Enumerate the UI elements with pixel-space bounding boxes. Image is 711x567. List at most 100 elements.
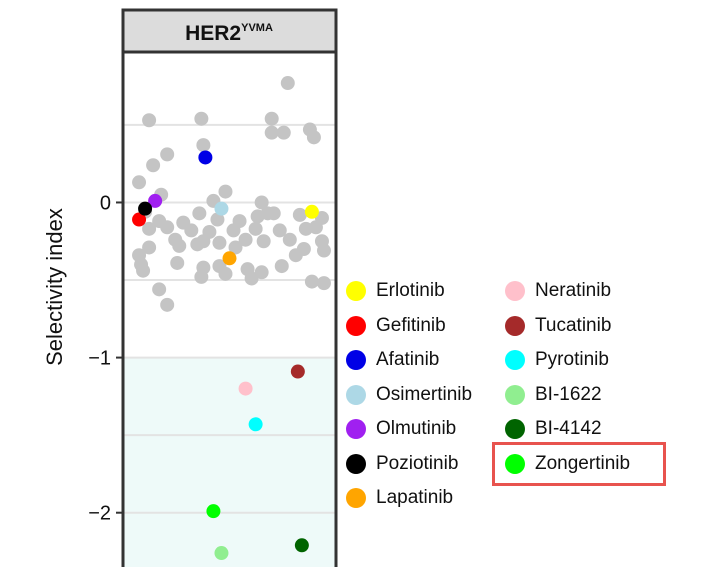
shaded-region xyxy=(123,357,336,567)
data-point-other xyxy=(264,111,279,126)
data-point-other xyxy=(306,130,321,145)
legend-label: BI-1622 xyxy=(535,383,602,405)
legend-item-lapatinib: Lapatinib xyxy=(346,485,453,511)
data-point-other xyxy=(238,232,253,247)
legend-label: Zongertinib xyxy=(535,452,631,474)
legend-label: Erlotinib xyxy=(376,280,445,301)
data-point-zongertinib xyxy=(206,504,221,519)
legend-item-gefitinib: Gefitinib xyxy=(346,313,446,339)
data-point-poziotinib xyxy=(138,201,153,216)
data-point-other xyxy=(184,223,199,238)
y-axis-label: Selectivity index xyxy=(42,208,67,366)
gridlines xyxy=(123,123,336,514)
data-point-other xyxy=(218,184,233,199)
panel-title: HER2YVMA xyxy=(185,22,273,45)
data-point-lapatinib xyxy=(222,251,237,266)
zongertinib-highlight-box xyxy=(492,441,666,486)
data-point-other xyxy=(272,223,287,238)
data-point-other xyxy=(274,259,289,274)
legend-item-bi-4142: BI-4142 xyxy=(505,416,602,442)
legend-swatch xyxy=(505,419,525,439)
data-point-other xyxy=(226,223,241,238)
legend-label: Poziotinib xyxy=(376,452,459,474)
legend-label: Osimertinib xyxy=(376,383,473,405)
data-point-other xyxy=(244,271,259,286)
data-point-other xyxy=(276,125,291,140)
legend-swatch xyxy=(346,419,366,439)
legend-label: BI-4142 xyxy=(535,418,602,439)
legend-label: Afatinib xyxy=(376,349,440,370)
y-axis: 0 −1 −2 xyxy=(88,192,123,525)
data-point-bi-1622 xyxy=(214,546,229,561)
data-point-other xyxy=(228,240,243,255)
data-point-neratinib xyxy=(238,381,253,396)
data-point-other xyxy=(190,237,205,252)
data-point-other xyxy=(266,206,281,221)
data-point-bi-4142 xyxy=(294,538,309,553)
data-point-other xyxy=(292,207,307,222)
data-point-other xyxy=(146,158,161,173)
data-point-other xyxy=(170,255,185,270)
data-point-other xyxy=(192,206,207,221)
data-point-osimertinib xyxy=(214,201,229,216)
legend-label: Gefitinib xyxy=(376,314,446,336)
data-point-other xyxy=(212,235,227,250)
legend-swatch xyxy=(346,315,366,336)
data-point-other xyxy=(288,248,303,263)
legend-swatch xyxy=(505,281,525,301)
data-point-other xyxy=(160,220,175,235)
data-point-olmutinib xyxy=(148,193,163,208)
data-point-other xyxy=(254,195,269,210)
data-point-other xyxy=(254,265,269,280)
data-point-other xyxy=(280,76,295,91)
data-point-other xyxy=(248,221,263,236)
data-point-tucatinib xyxy=(290,364,305,379)
panel-header-background xyxy=(121,8,338,54)
legend-item-poziotinib: Poziotinib xyxy=(346,451,458,477)
legend-item-erlotinib: Erlotinib xyxy=(346,278,445,304)
legend-item-bi-1622: BI-1622 xyxy=(505,382,602,408)
data-point-erlotinib xyxy=(304,204,319,219)
data-point-other xyxy=(304,274,319,289)
legend-item-tucatinib: Tucatinib xyxy=(505,313,611,339)
data-point-other xyxy=(152,282,167,297)
legend-swatch xyxy=(346,488,366,508)
legend-item-neratinib: Neratinib xyxy=(505,278,611,304)
legend-item-olmutinib: Olmutinib xyxy=(346,416,456,442)
legend-swatch xyxy=(346,453,366,474)
data-point-other xyxy=(136,263,151,278)
legend-swatch xyxy=(505,453,525,474)
legend-item-afatinib: Afatinib xyxy=(346,347,439,373)
legend-label: Lapatinib xyxy=(376,487,454,508)
data-point-other xyxy=(316,276,331,291)
data-point-other xyxy=(142,221,157,236)
data-point-other xyxy=(282,232,297,247)
legend-label: Neratinib xyxy=(535,280,612,301)
legend-swatch xyxy=(505,350,525,370)
legend-swatch xyxy=(346,281,366,301)
data-point-other xyxy=(160,297,175,312)
data-point-other xyxy=(194,111,209,126)
data-point-other xyxy=(308,220,323,235)
data-point-other xyxy=(218,266,233,281)
panel-header: HER2YVMA xyxy=(121,8,338,54)
data-point-other xyxy=(142,113,157,128)
y-tick-label: −1 xyxy=(88,348,111,370)
legend-item-zongertinib: Zongertinib xyxy=(505,451,630,477)
data-point-gefitinib xyxy=(132,212,147,227)
y-tick-label: 0 xyxy=(100,192,111,214)
legend-item-osimertinib: Osimertinib xyxy=(346,382,472,408)
legend-item-pyrotinib: Pyrotinib xyxy=(505,347,609,373)
legend-swatch xyxy=(505,315,525,336)
data-point-other xyxy=(196,138,211,153)
drug-points xyxy=(132,150,319,561)
data-point-other xyxy=(132,175,147,190)
plot-area xyxy=(123,52,336,567)
data-point-other xyxy=(142,240,157,255)
data-point-other xyxy=(256,234,271,249)
panel-title-superscript: YVMA xyxy=(241,22,273,34)
data-point-other xyxy=(210,212,225,227)
legend-label: Olmutinib xyxy=(376,418,457,439)
y-tick-label: −2 xyxy=(88,503,111,525)
